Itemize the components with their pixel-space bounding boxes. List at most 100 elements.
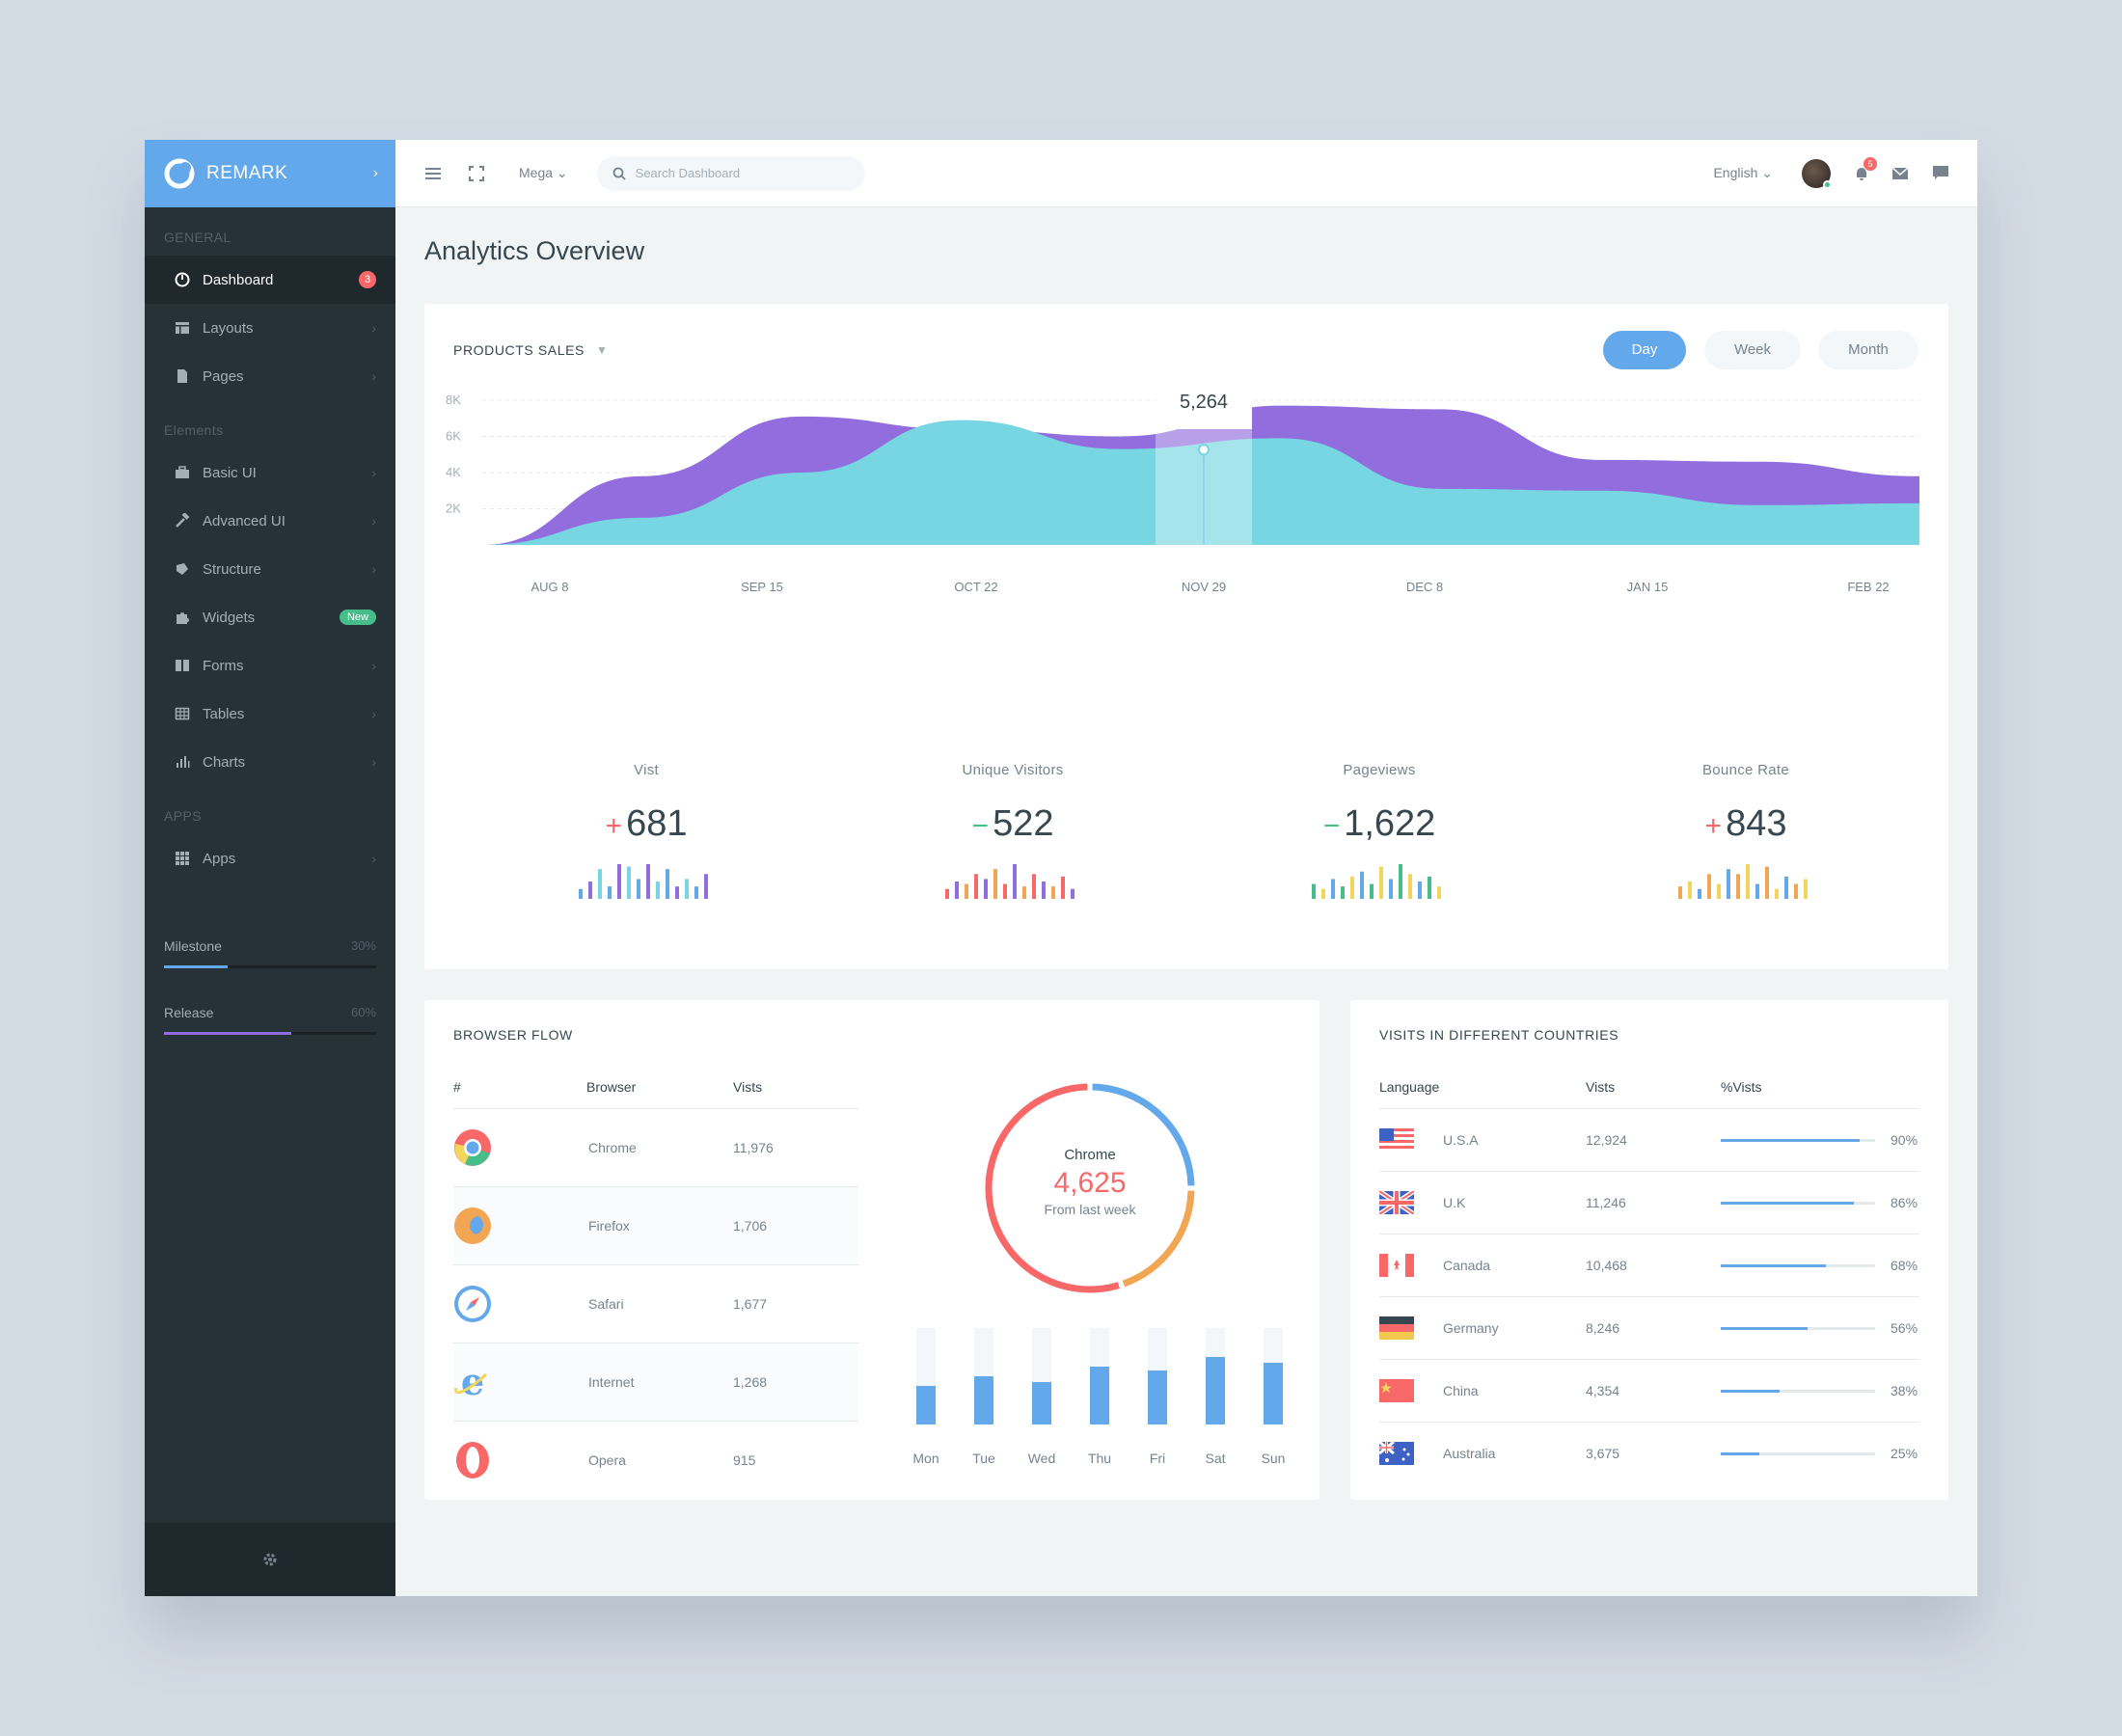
products-sales-header[interactable]: PRODUCTS SALES ▼ xyxy=(453,342,608,358)
sidebar-item-dashboard[interactable]: Dashboard 3 xyxy=(145,256,395,304)
bar-wed[interactable] xyxy=(1032,1382,1051,1424)
spark-bar xyxy=(685,879,689,899)
chevron-right-icon: › xyxy=(371,513,376,529)
brand-bar[interactable]: REMARK › xyxy=(145,140,395,207)
spark-bar xyxy=(1428,876,1431,899)
sidebar-item-basic-ui[interactable]: Basic UI › xyxy=(145,448,395,497)
sidebar-item-label: Tables xyxy=(203,705,245,722)
browser-visits: 915 xyxy=(733,1452,756,1468)
table-row[interactable]: U.S.A 12,924 90% xyxy=(1379,1108,1919,1171)
sidebar-item-label: Pages xyxy=(203,367,244,385)
progress-track xyxy=(1721,1139,1875,1142)
chevron-right-icon[interactable]: › xyxy=(372,165,378,181)
uk-flag-icon xyxy=(1379,1191,1414,1214)
spark-bar xyxy=(1746,864,1750,899)
spark-bar xyxy=(1408,874,1412,899)
table-row[interactable]: U.K 11,246 86% xyxy=(1379,1171,1919,1234)
spark-bar xyxy=(646,864,650,899)
country-percent: 25% xyxy=(1891,1446,1918,1461)
language-label: English xyxy=(1713,165,1758,180)
bar-fri[interactable] xyxy=(1148,1370,1167,1424)
table-row[interactable]: e Internet 1,268 xyxy=(453,1343,858,1421)
sidebar-item-pages[interactable]: Pages › xyxy=(145,352,395,400)
y-tick-label: 8K xyxy=(446,393,461,407)
fullscreen-icon[interactable] xyxy=(469,165,484,181)
highlight-point[interactable] xyxy=(1198,444,1210,456)
svg-text:e: e xyxy=(461,1363,484,1401)
table-row[interactable]: Opera 915 xyxy=(453,1421,858,1499)
chat-icon[interactable] xyxy=(1933,166,1948,180)
week-button[interactable]: Week xyxy=(1704,331,1801,369)
stat-value-wrap: +681 xyxy=(502,803,791,845)
chevron-right-icon: › xyxy=(371,754,376,770)
country-name: U.K xyxy=(1443,1195,1466,1210)
sidebar-item-tables[interactable]: Tables › xyxy=(145,690,395,738)
sidebar-item-charts[interactable]: Charts › xyxy=(145,738,395,786)
menu-icon[interactable] xyxy=(424,167,442,180)
bar-sun[interactable] xyxy=(1264,1363,1283,1424)
stat-value-wrap: +843 xyxy=(1601,803,1891,845)
search-input[interactable] xyxy=(635,166,829,180)
progress-track xyxy=(1721,1264,1875,1267)
chevron-right-icon: › xyxy=(371,658,376,673)
bar-label: Sat xyxy=(1205,1451,1225,1466)
table-row[interactable]: Firefox 1,706 xyxy=(453,1186,858,1264)
stat-value: 1,622 xyxy=(1344,803,1436,844)
spark-bar xyxy=(1350,876,1354,899)
chevron-down-icon: ⌄ xyxy=(556,165,568,180)
app-window: REMARK › GENERAL Dashboard 3 Layouts › P… xyxy=(145,140,1977,1596)
table-row[interactable]: Safari 1,677 xyxy=(453,1264,858,1343)
table-row[interactable]: Chrome 11,976 xyxy=(453,1108,858,1186)
country-name: Australia xyxy=(1443,1446,1496,1461)
bar-mon[interactable] xyxy=(916,1386,936,1424)
spark-bar xyxy=(656,882,660,899)
sidebar-item-label: Advanced UI xyxy=(203,512,286,529)
column-header: Language xyxy=(1379,1079,1440,1095)
country-percent: 90% xyxy=(1891,1132,1918,1148)
products-sales-panel: PRODUCTS SALES ▼ Day Week Month 8K 6K 4K 2K… xyxy=(424,304,1948,969)
forms-icon xyxy=(174,657,191,674)
browser-name: Safari xyxy=(588,1296,624,1312)
sidebar-item-label: Dashboard xyxy=(203,271,274,288)
bar-sat[interactable] xyxy=(1206,1357,1225,1424)
sidebar-item-apps[interactable]: Apps › xyxy=(145,834,395,882)
sidebar-item-advanced-ui[interactable]: Advanced UI › xyxy=(145,497,395,545)
bar-label: Mon xyxy=(912,1451,939,1466)
spark-bar xyxy=(1379,866,1383,899)
donut-slice-blue[interactable] xyxy=(1092,1083,1195,1186)
country-visits: 12,924 xyxy=(1586,1132,1627,1148)
country-name: China xyxy=(1443,1383,1479,1398)
gear-icon[interactable] xyxy=(261,1551,279,1568)
stat-value-wrap: −522 xyxy=(868,803,1157,845)
sidebar-footer xyxy=(145,1523,395,1596)
stat-sign: + xyxy=(605,810,623,842)
panel-title: BROWSER FLOW xyxy=(453,1027,573,1043)
table-row[interactable]: China 4,354 38% xyxy=(1379,1359,1919,1422)
spark-bar xyxy=(1678,886,1682,899)
bar-thu[interactable] xyxy=(1090,1367,1109,1424)
day-button[interactable]: Day xyxy=(1603,331,1686,369)
spark-bar xyxy=(1032,874,1036,899)
spark-bar xyxy=(974,874,978,899)
donut-slice-orange[interactable] xyxy=(1122,1190,1195,1288)
avatar[interactable] xyxy=(1802,158,1832,189)
notifications-button[interactable]: 5 xyxy=(1854,156,1877,181)
sidebar-item-widgets[interactable]: Widgets New xyxy=(145,593,395,641)
table-row[interactable]: Germany 8,246 56% xyxy=(1379,1296,1919,1359)
sidebar-item-structure[interactable]: Structure › xyxy=(145,545,395,593)
sidebar-item-layouts[interactable]: Layouts › xyxy=(145,304,395,352)
bar-tue[interactable] xyxy=(974,1376,993,1424)
month-button[interactable]: Month xyxy=(1818,331,1918,369)
spark-bar xyxy=(1727,869,1730,899)
column-header: Vists xyxy=(1586,1079,1616,1095)
chevron-right-icon: › xyxy=(371,706,376,721)
donut-slice-red[interactable] xyxy=(985,1083,1120,1293)
structure-icon xyxy=(174,560,191,578)
sidebar-item-forms[interactable]: Forms › xyxy=(145,641,395,690)
table-row[interactable]: Australia 3,675 25% xyxy=(1379,1422,1919,1484)
mega-menu-toggle[interactable]: Mega ⌄ xyxy=(519,165,568,181)
progress-value: 60% xyxy=(350,1005,376,1019)
language-selector[interactable]: English ⌄ xyxy=(1713,165,1773,181)
table-row[interactable]: Canada 10,468 68% xyxy=(1379,1234,1919,1296)
mail-icon[interactable] xyxy=(1892,167,1908,179)
